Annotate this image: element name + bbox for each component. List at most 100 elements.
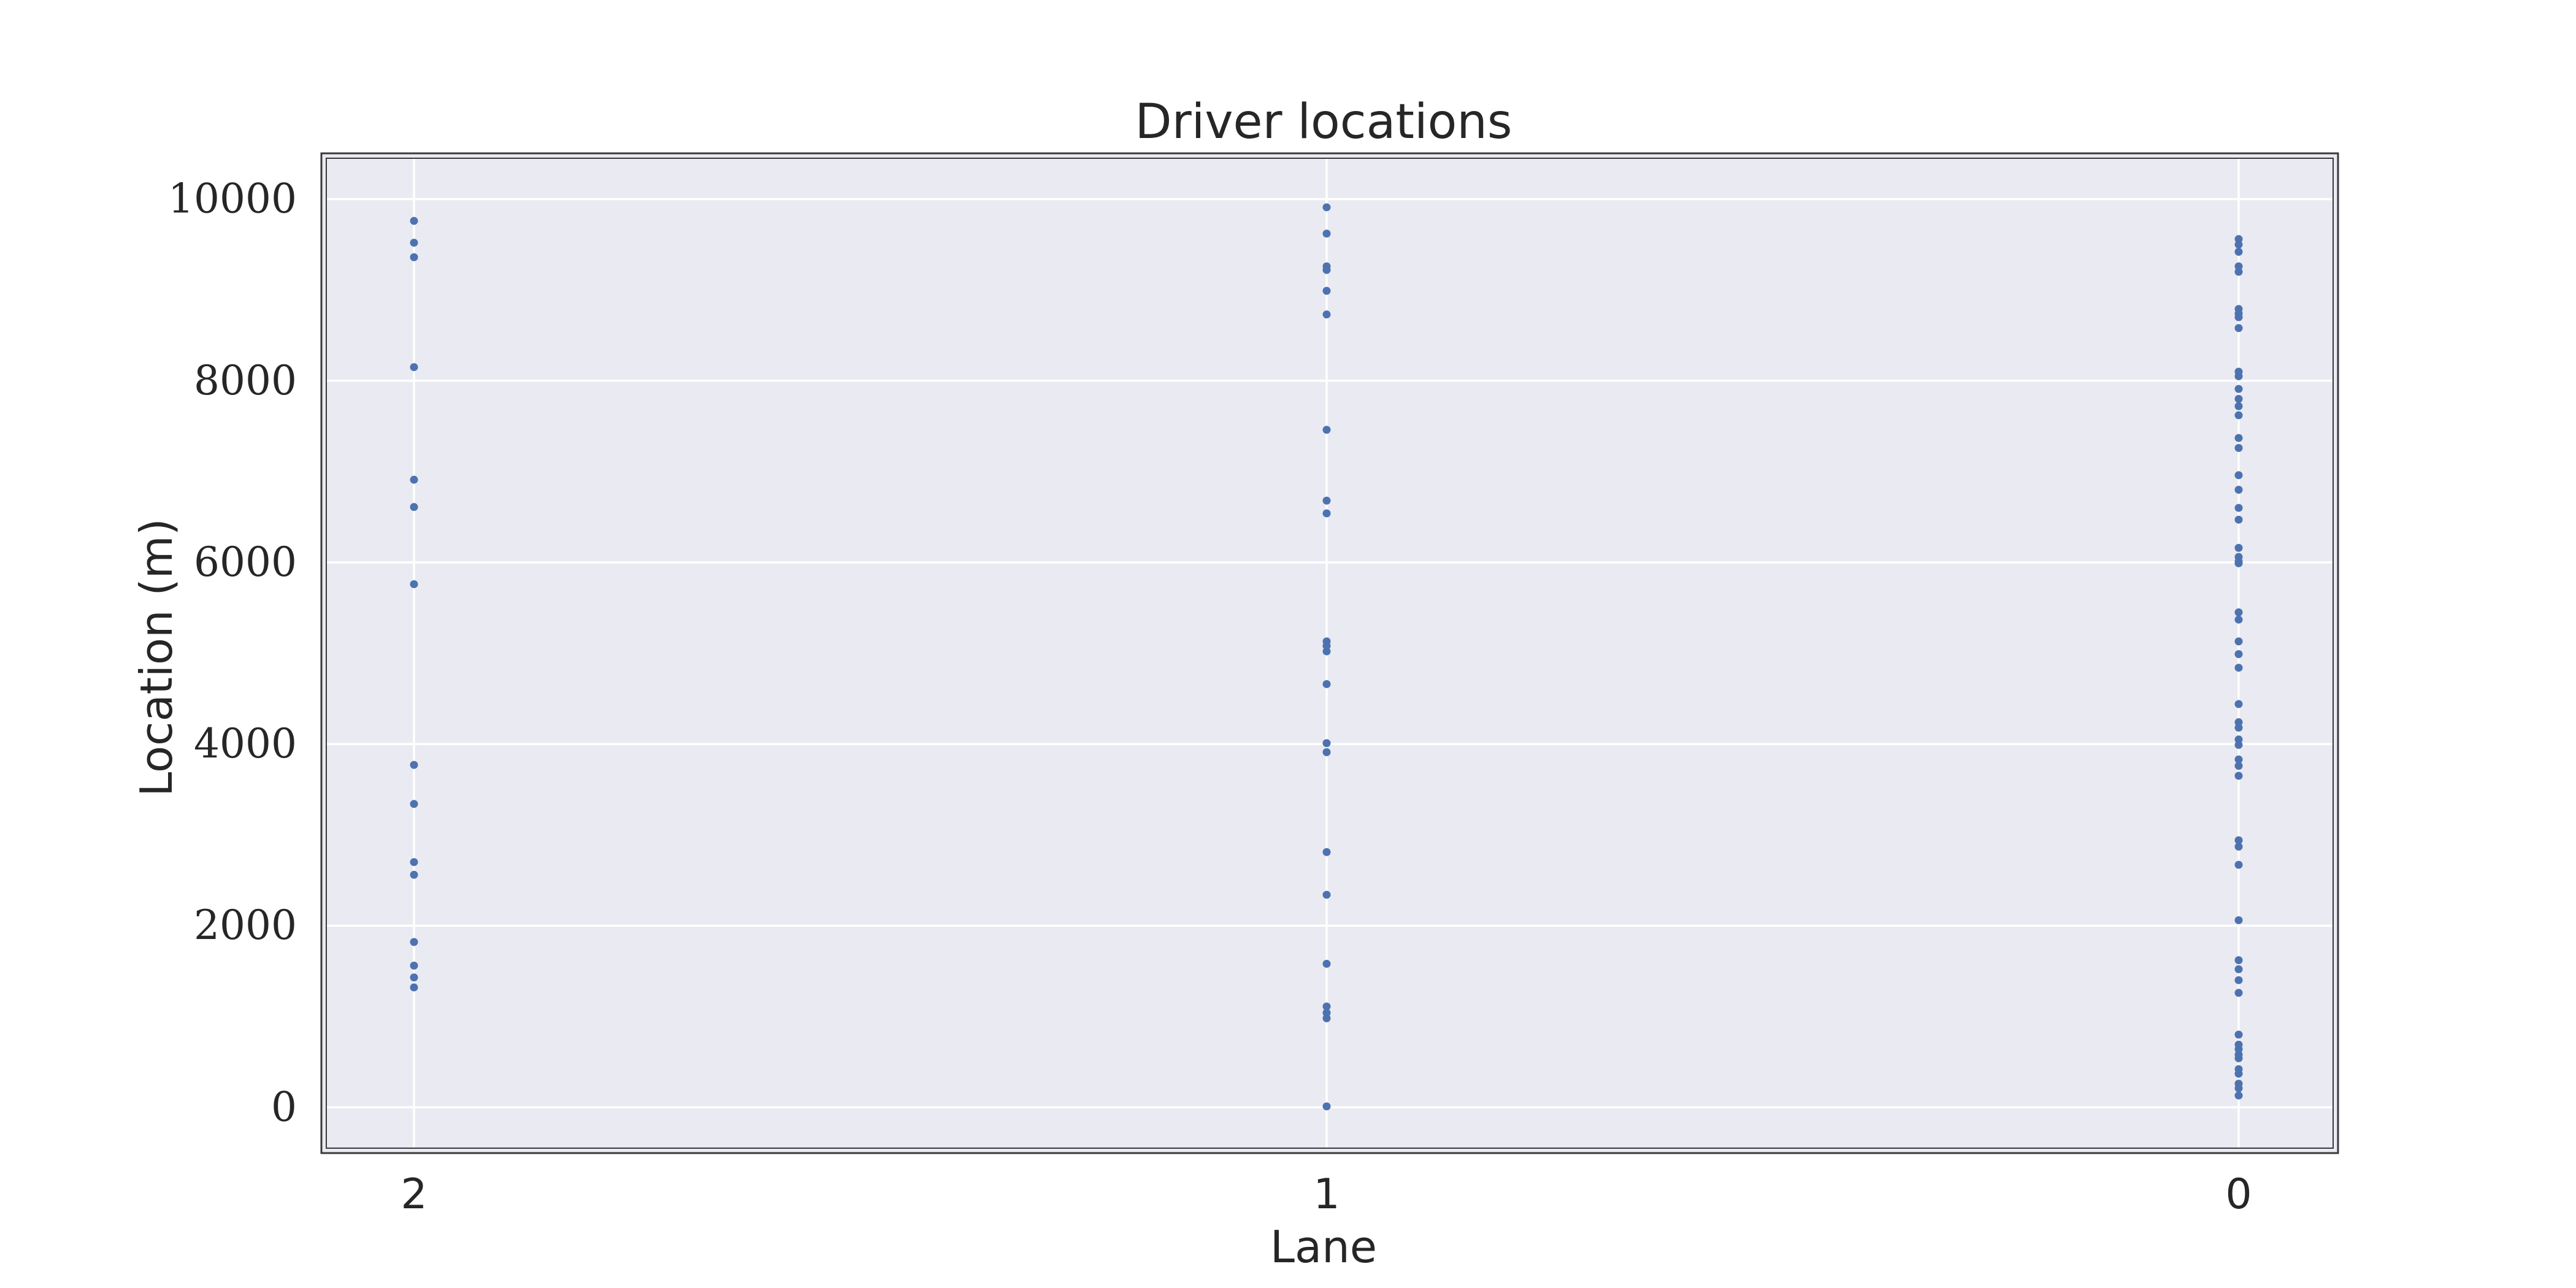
- data-point: [410, 858, 418, 867]
- data-point: [2234, 515, 2243, 524]
- data-point: [2234, 313, 2243, 321]
- data-point: [2234, 504, 2243, 512]
- data-point: [2234, 1030, 2243, 1039]
- x-tick-label: 0: [2225, 1170, 2252, 1219]
- data-point: [2234, 267, 2243, 276]
- data-point: [1322, 286, 1331, 295]
- data-point: [2234, 723, 2243, 732]
- data-point: [2234, 394, 2243, 403]
- x-tick-label: 2: [401, 1170, 427, 1219]
- data-point: [2234, 235, 2243, 243]
- data-point: [2234, 772, 2243, 780]
- data-point: [2234, 324, 2243, 332]
- y-tick-label: 6000: [194, 539, 297, 586]
- y-tick-label: 0: [271, 1083, 297, 1130]
- data-point: [2234, 1045, 2243, 1054]
- data-point: [410, 961, 418, 970]
- data-point: [1322, 509, 1331, 518]
- data-point: [2234, 471, 2243, 480]
- chart-title: Driver locations: [1135, 94, 1512, 150]
- data-point: [2234, 965, 2243, 973]
- data-point: [2234, 434, 2243, 442]
- data-point: [1322, 642, 1331, 650]
- data-point: [410, 239, 418, 247]
- data-point: [2234, 718, 2243, 727]
- data-point: [410, 503, 418, 512]
- data-point: [2234, 741, 2243, 749]
- x-axis-label: Lane: [1270, 1221, 1377, 1273]
- data-point: [2234, 248, 2243, 256]
- data-point: [1322, 1002, 1331, 1011]
- data-point: [1322, 310, 1331, 319]
- y-tick-labels: 0 2000 4000 6000 8000 10000: [168, 175, 297, 1131]
- data-point: [2234, 916, 2243, 924]
- data-point: [2234, 615, 2243, 624]
- data-point: [2234, 989, 2243, 997]
- y-tick-label: 8000: [194, 357, 297, 404]
- data-point: [2234, 700, 2243, 708]
- data-point: [2234, 543, 2243, 552]
- data-point: [2234, 1070, 2243, 1078]
- data-point: [2234, 411, 2243, 420]
- data-point: [1322, 1102, 1331, 1111]
- data-point: [2234, 1091, 2243, 1100]
- data-point: [1322, 739, 1331, 748]
- data-point: [1322, 891, 1331, 899]
- data-point: [1322, 680, 1331, 688]
- data-point: [1322, 959, 1331, 968]
- data-point: [2234, 1084, 2243, 1092]
- data-point: [2234, 608, 2243, 616]
- data-point: [1322, 647, 1331, 656]
- data-point: [2234, 262, 2243, 270]
- y-axis-label: Location (m): [131, 518, 182, 797]
- x-tick-label: 1: [1313, 1170, 1340, 1219]
- y-tick-label: 10000: [168, 175, 297, 223]
- data-point: [410, 253, 418, 261]
- data-point: [2234, 485, 2243, 494]
- data-point: [1322, 1008, 1331, 1017]
- data-point: [2234, 402, 2243, 410]
- data-point: [2234, 861, 2243, 869]
- data-point: [2234, 240, 2243, 249]
- y-tick-label: 4000: [194, 720, 297, 767]
- plot-frame-outer: [320, 152, 2339, 1154]
- data-point: [2234, 650, 2243, 658]
- data-point: [1322, 203, 1331, 212]
- data-point: [1322, 266, 1331, 274]
- data-point: [410, 475, 418, 484]
- y-tick-label: 2000: [194, 902, 297, 949]
- plot-frame-inner: [326, 158, 2334, 1149]
- data-point: [2234, 956, 2243, 964]
- data-point: [1322, 426, 1331, 434]
- data-point: [2234, 637, 2243, 646]
- x-tick-labels: 2 1 0: [401, 1170, 2252, 1219]
- data-point: [410, 800, 418, 808]
- data-point: [2234, 755, 2243, 764]
- data-point: [2234, 559, 2243, 567]
- data-point: [2234, 372, 2243, 380]
- data-point: [410, 983, 418, 992]
- data-point: [1322, 229, 1331, 238]
- data-point: [410, 363, 418, 372]
- data-points: [410, 203, 2243, 1111]
- data-point: [1322, 848, 1331, 856]
- data-point: [410, 580, 418, 588]
- data-point: [1322, 748, 1331, 756]
- data-point: [410, 973, 418, 982]
- data-point: [410, 938, 418, 946]
- data-point: [2234, 664, 2243, 672]
- data-point: [1322, 1014, 1331, 1022]
- data-point: [410, 761, 418, 769]
- data-point: [2234, 762, 2243, 770]
- data-point: [2234, 735, 2243, 744]
- data-point: [410, 870, 418, 879]
- data-point: [1322, 496, 1331, 505]
- data-point: [2234, 976, 2243, 984]
- data-point: [2234, 443, 2243, 452]
- data-point: [410, 217, 418, 225]
- data-point: [2234, 385, 2243, 393]
- data-point: [2234, 836, 2243, 845]
- data-point: [2234, 1054, 2243, 1062]
- data-point: [2234, 842, 2243, 851]
